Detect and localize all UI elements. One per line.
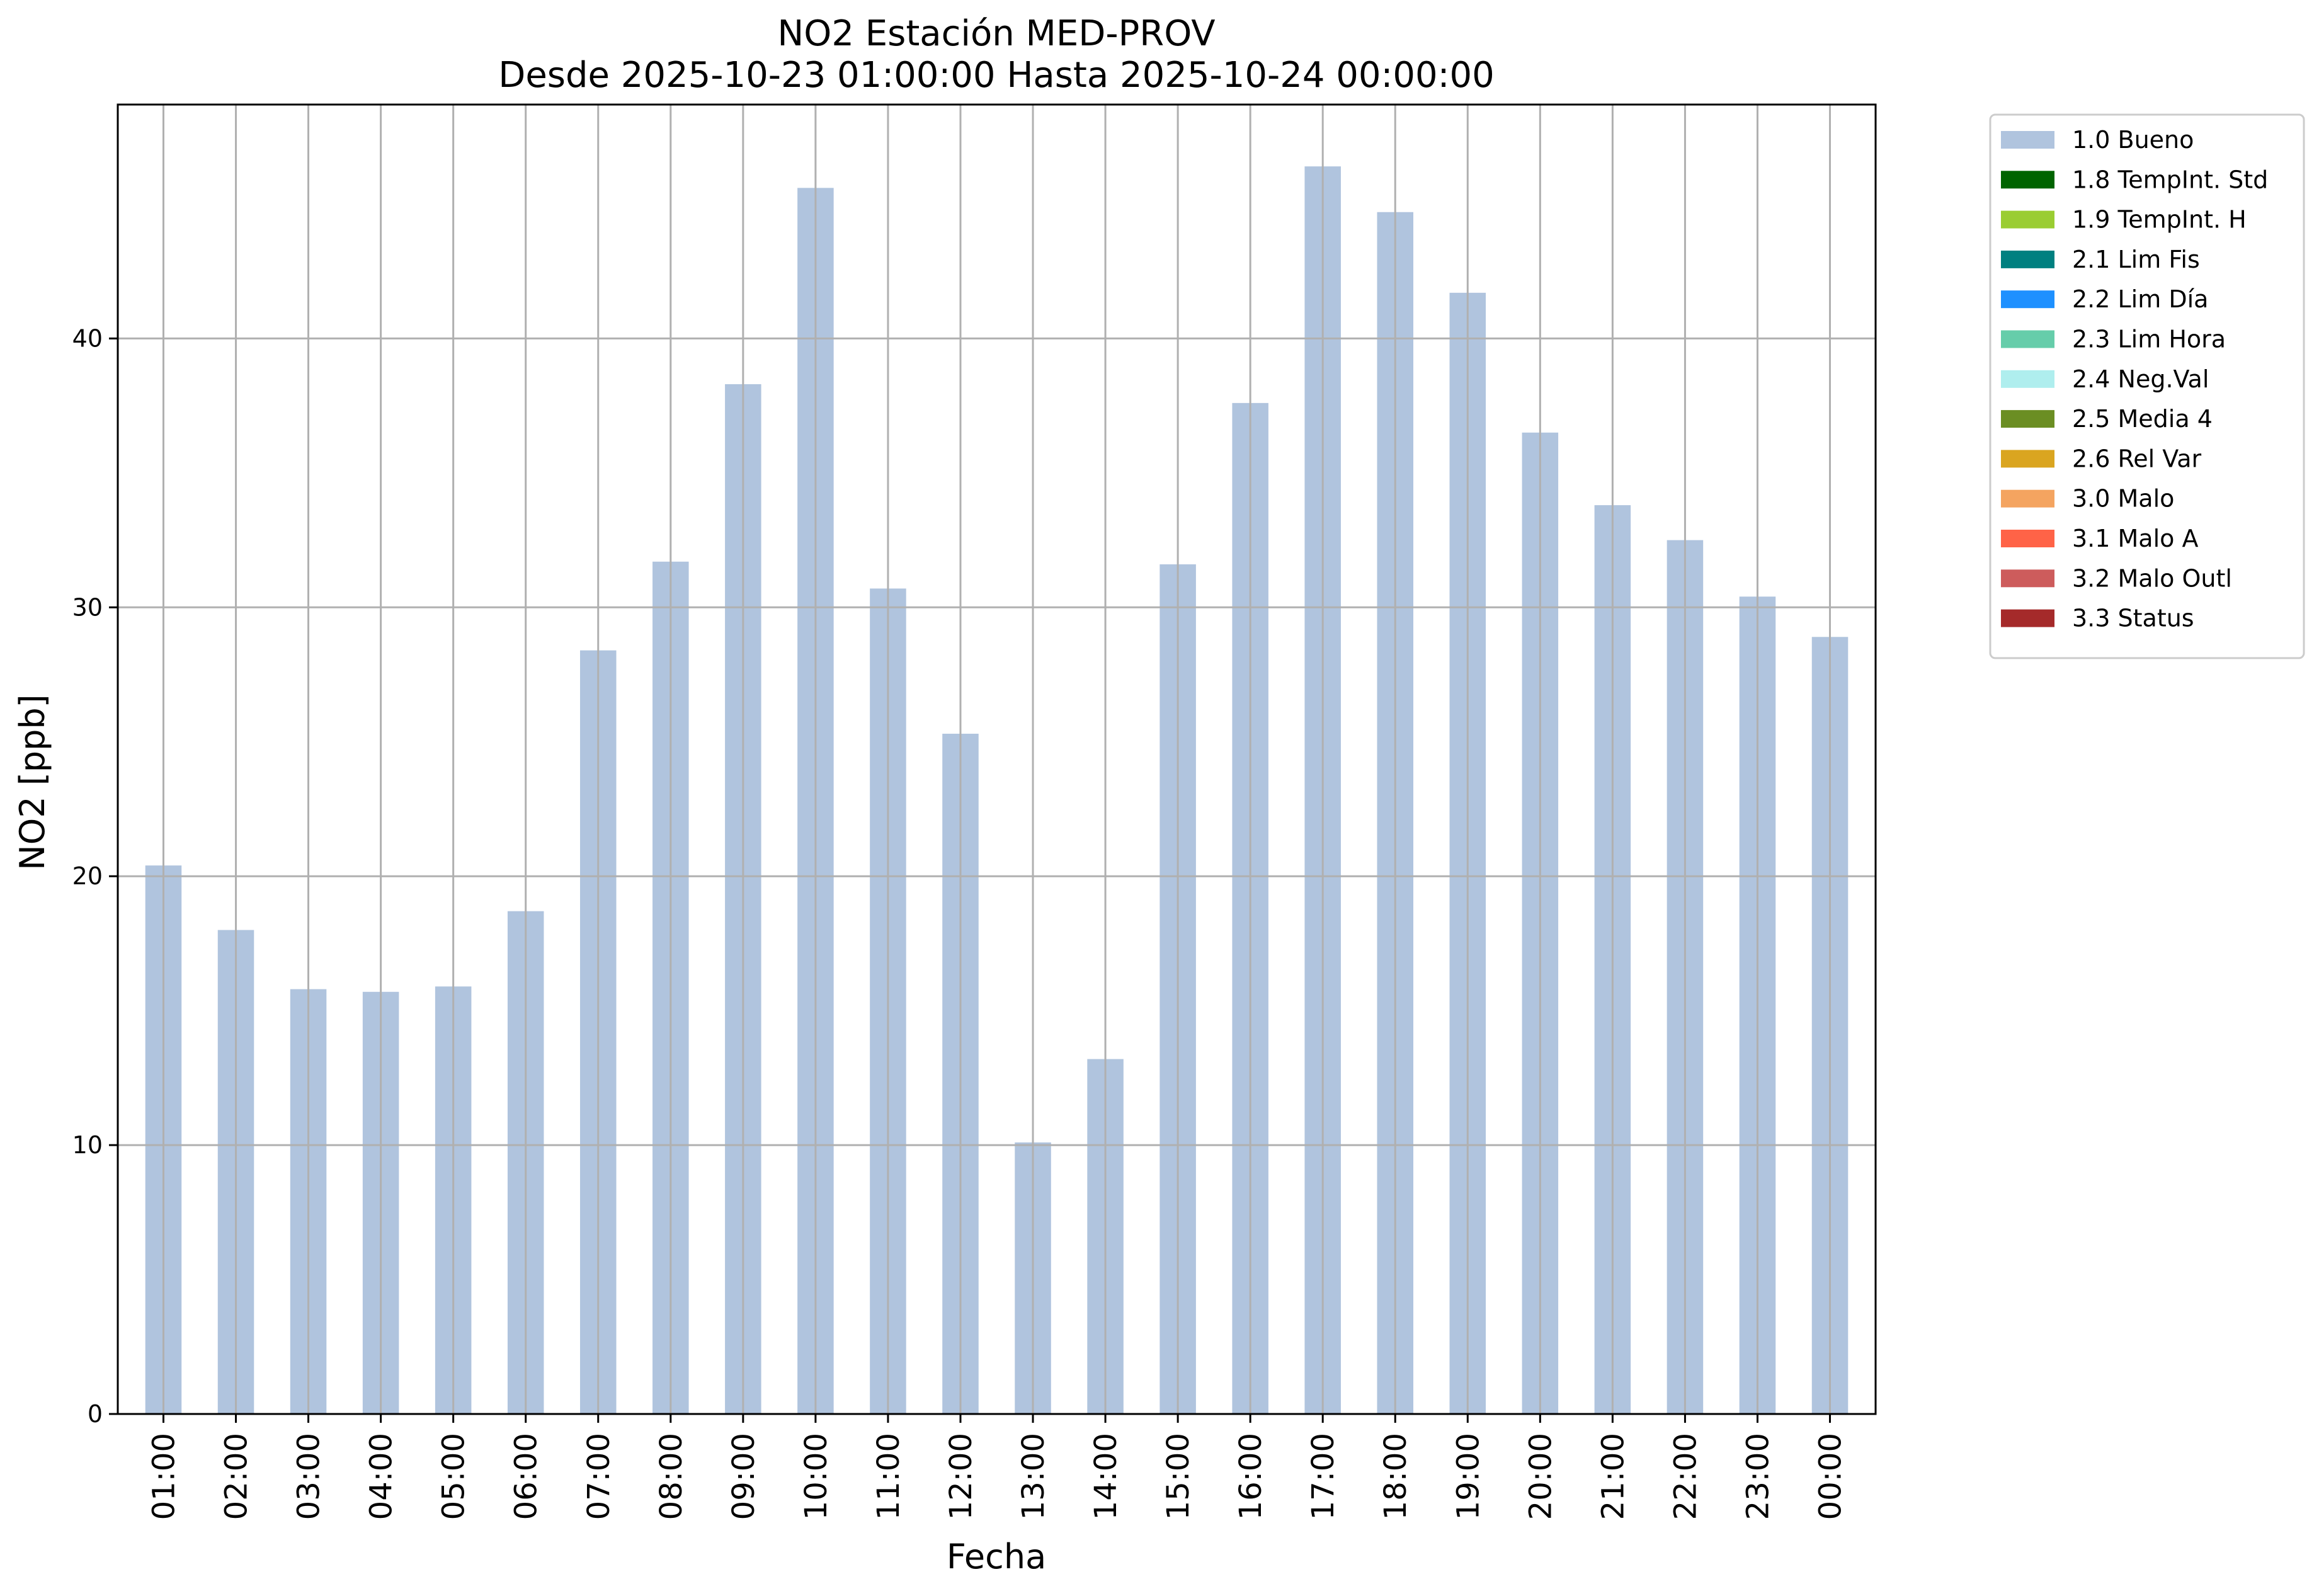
x-tick-label: 23:00 (1740, 1433, 1775, 1520)
legend-label: 2.4 Neg.Val (2072, 365, 2209, 393)
y-tick-label: 40 (72, 324, 103, 352)
x-tick-label: 21:00 (1595, 1433, 1631, 1520)
x-tick-label: 18:00 (1378, 1433, 1413, 1520)
x-tick-label: 07:00 (581, 1433, 617, 1520)
legend-label: 2.2 Lim Día (2072, 285, 2208, 313)
x-tick-label: 20:00 (1523, 1433, 1558, 1520)
legend-swatch (2001, 530, 2054, 547)
legend-label: 1.9 TempInt. H (2072, 206, 2247, 234)
x-tick-label: 04:00 (364, 1433, 399, 1520)
x-tick-label: 22:00 (1668, 1433, 1703, 1520)
y-tick-label: 0 (88, 1400, 103, 1428)
legend-swatch (2001, 210, 2054, 229)
x-tick-label: 06:00 (509, 1433, 544, 1520)
x-tick-label: 19:00 (1450, 1433, 1486, 1520)
x-tick-label: 08:00 (654, 1433, 689, 1520)
x-tick-label: 12:00 (943, 1433, 979, 1520)
legend-label: 2.3 Lim Hora (2072, 326, 2226, 353)
x-tick-label: 03:00 (292, 1433, 327, 1520)
x-tick-label: 10:00 (799, 1433, 834, 1520)
legend-label: 3.3 Status (2072, 605, 2194, 632)
x-tick-label: 15:00 (1161, 1433, 1196, 1520)
x-tick-label: 09:00 (726, 1433, 761, 1520)
x-tick-label: 02:00 (219, 1433, 254, 1520)
y-tick-label: 20 (72, 862, 103, 890)
x-tick-label: 11:00 (871, 1433, 906, 1520)
plot-area: 0 10 20 30 40 01:00 02:00 03:00 04:00 05:00 06:00 0… (72, 103, 1877, 1520)
legend-swatch (2001, 489, 2054, 508)
y-axis-label: NO2 [ppb] (13, 694, 52, 870)
legend-box (1989, 113, 2305, 659)
y-tick-label: 30 (72, 593, 103, 621)
x-tick-label: 16:00 (1233, 1433, 1268, 1520)
legend: 1.0 Bueno 1.8 TempInt. Std 1.9 TempInt. H 2… (1989, 113, 2305, 659)
legend-swatch (2001, 250, 2054, 268)
legend-swatch (2001, 569, 2054, 588)
legend-swatch (2001, 131, 2054, 149)
x-tick-label: 13:00 (1016, 1433, 1051, 1520)
chart-subtitle: Desde 2025-10-23 01:00:00 Hasta 2025-10-… (498, 55, 1495, 96)
x-tick-label: 05:00 (436, 1433, 472, 1520)
legend-label: 3.2 Malo Outl (2072, 564, 2232, 592)
legend-swatch (2001, 609, 2054, 627)
legend-swatch (2001, 410, 2054, 428)
x-tick-label: 01:00 (146, 1433, 181, 1520)
legend-swatch (2001, 330, 2054, 348)
plot-background (118, 105, 1876, 1414)
legend-swatch (2001, 370, 2054, 388)
x-tick-label: 17:00 (1306, 1433, 1341, 1520)
legend-label: 2.6 Rel Var (2072, 445, 2202, 472)
legend-swatch (2001, 171, 2054, 189)
legend-label: 3.1 Malo A (2072, 525, 2198, 552)
y-tick-label: 10 (72, 1131, 103, 1159)
plot-frame (117, 103, 1877, 1415)
legend-label: 1.0 Bueno (2072, 126, 2194, 154)
x-axis-label: Fecha (947, 1537, 1046, 1576)
legend-swatch (2001, 450, 2054, 468)
legend-swatch (2001, 290, 2054, 309)
legend-label: 1.8 TempInt. Std (2072, 166, 2268, 193)
x-tick-label: 00:00 (1813, 1433, 1849, 1520)
legend-label: 2.1 Lim Fis (2072, 246, 2200, 273)
x-tick-label: 14:00 (1088, 1433, 1124, 1520)
legend-label: 3.0 Malo (2072, 485, 2174, 513)
legend-label: 2.5 Media 4 (2072, 405, 2213, 433)
chart-title: NO2 Estación MED-PROV (777, 13, 1215, 54)
